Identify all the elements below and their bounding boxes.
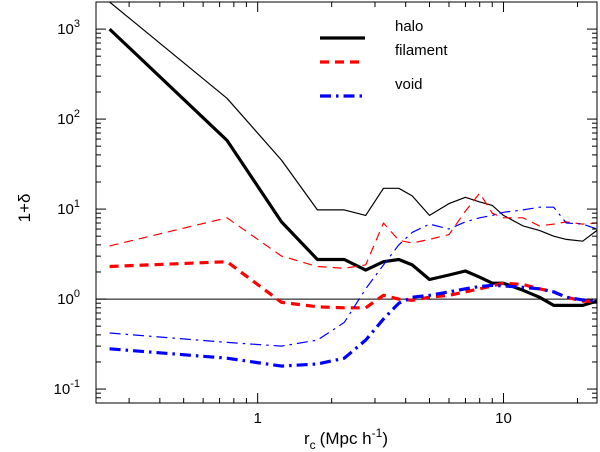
x-axis-label-superscript: -1 <box>372 426 383 440</box>
legend: halo filament void <box>320 18 448 98</box>
y-tick-label: 101 <box>57 198 80 218</box>
y-axis-label: 1+δ <box>15 194 34 223</box>
series-halo-second-curve <box>109 2 597 242</box>
y-tick-label-base: 10 <box>57 21 74 38</box>
series-void <box>109 283 597 368</box>
y-tick-label-base: 10 <box>57 291 74 308</box>
y-tick-label-exponent: 0 <box>74 288 80 300</box>
y-tick-label-base: 10 <box>57 111 74 128</box>
y-tick-label: 103 <box>57 18 80 38</box>
ticks-layer <box>96 1 597 404</box>
series-filament-second-curve <box>109 192 597 269</box>
series-halo <box>108 27 597 307</box>
x-axis-label-unit: (Mpc h <box>320 429 372 448</box>
y-tick-label-exponent: -1 <box>70 378 80 390</box>
legend-label-filament: filament <box>395 42 448 59</box>
y-tick-label-exponent: 2 <box>74 108 80 120</box>
y-tick-label-base: 10 <box>57 201 74 218</box>
series-void-second-curve <box>109 206 597 347</box>
plot-frame <box>95 1 598 404</box>
y-tick-label: 10-1 <box>54 378 80 398</box>
series-filament <box>109 260 597 310</box>
y-tick-label: 102 <box>57 108 80 128</box>
legend-label-halo: halo <box>395 18 423 35</box>
x-tick-label: 10 <box>495 410 512 427</box>
x-axis-label-base: r <box>304 429 310 448</box>
y-tick-label-exponent: 1 <box>74 198 80 210</box>
y-tick-label-base: 10 <box>54 381 71 398</box>
x-axis-label: rc (Mpc h-1) <box>304 426 388 452</box>
x-axis-label-close: ) <box>382 429 388 448</box>
y-tick-label-exponent: 3 <box>74 18 80 30</box>
series-layer <box>108 2 597 368</box>
x-tick-label: 1 <box>253 410 261 427</box>
x-axis-label-subscript: c <box>310 438 316 452</box>
y-tick-label: 100 <box>57 288 80 308</box>
legend-label-void: void <box>395 76 423 93</box>
